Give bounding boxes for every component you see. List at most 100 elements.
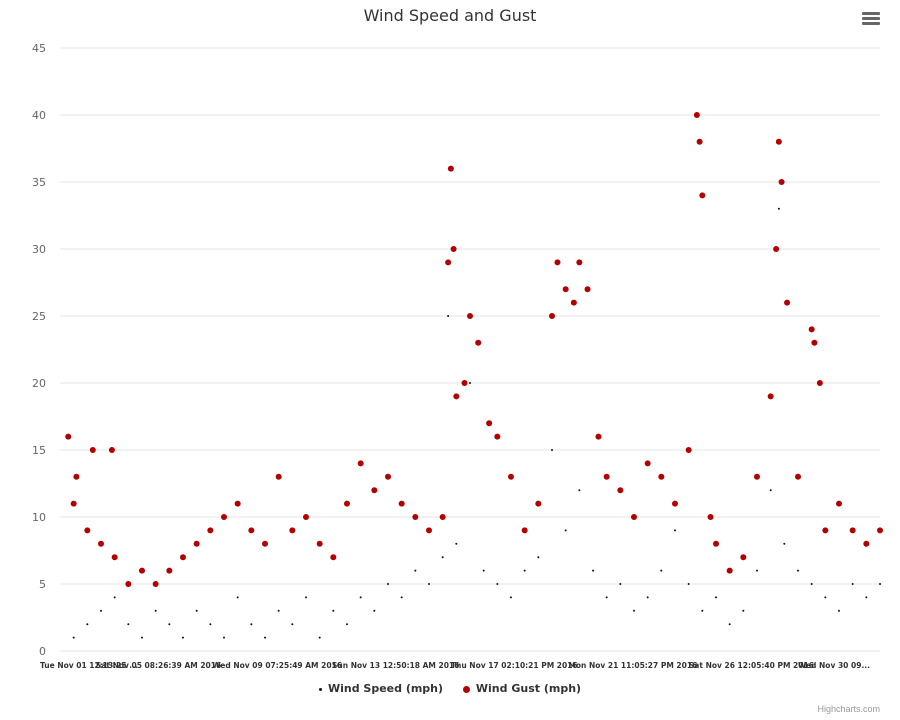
y-tick-label-7: 35 xyxy=(32,176,46,189)
point-gust-1 xyxy=(73,473,80,480)
x-tick-label-4: Thu Nov 17 02:10:21 PM 2016 xyxy=(451,661,578,670)
point-gust-54 xyxy=(644,460,651,467)
point-gust-62 xyxy=(713,540,719,547)
point-speed-1 xyxy=(86,623,89,626)
point-speed-21 xyxy=(359,596,362,599)
point-gust-35 xyxy=(453,393,460,400)
y-tick-label-3: 15 xyxy=(32,444,46,457)
point-gust-56 xyxy=(672,500,678,507)
point-speed-13 xyxy=(250,623,253,626)
point-speed-10 xyxy=(209,623,212,626)
point-speed-8 xyxy=(182,636,184,639)
legend-symbol-wind-gust xyxy=(462,685,470,693)
point-gust-48 xyxy=(576,259,583,266)
point-speed-4 xyxy=(127,623,130,626)
point-gust-39 xyxy=(486,420,493,427)
point-speed-25 xyxy=(414,569,417,572)
credits-link[interactable]: Highcharts.com xyxy=(817,704,880,714)
point-gust-71 xyxy=(795,473,801,480)
point-gust-2 xyxy=(89,447,96,453)
legend-item-wind-speed[interactable]: Wind Speed (mph) xyxy=(318,682,444,695)
legend-label-wind-speed: Wind Speed (mph) xyxy=(327,682,444,695)
point-speed-39 xyxy=(592,569,594,572)
point-speed-59 xyxy=(851,583,854,585)
point-gust-67 xyxy=(773,246,780,252)
point-gust-57 xyxy=(685,447,692,453)
hamburger-menu-icon[interactable] xyxy=(862,12,880,28)
point-speed-3 xyxy=(113,596,116,599)
point-speed-6 xyxy=(154,609,157,612)
point-gust-73 xyxy=(811,339,818,346)
legend: Wind Speed (mph) Wind Gust (mph) xyxy=(0,682,900,695)
y-tick-label-6: 30 xyxy=(32,243,46,256)
y-tick-label-1: 5 xyxy=(39,578,46,591)
point-gust-77 xyxy=(849,527,856,534)
point-speed-58 xyxy=(838,609,840,612)
point-gust-40 xyxy=(494,433,501,440)
point-gust-8 xyxy=(125,581,132,587)
point-gust-72 xyxy=(808,326,815,333)
point-gust-43 xyxy=(535,500,542,507)
legend-item-wind-gust[interactable]: Wind Gust (mph) xyxy=(462,682,581,695)
point-speed-47 xyxy=(701,609,704,612)
point-gust-12 xyxy=(180,554,186,561)
point-gust-17 xyxy=(248,527,255,534)
x-tick-label-2: Wed Nov 09 07:25:49 AM 2016 xyxy=(212,661,342,670)
point-gust-19 xyxy=(275,473,282,480)
point-speed-44 xyxy=(660,569,663,572)
point-speed-22 xyxy=(373,609,376,612)
point-gust-18 xyxy=(262,540,268,547)
y-tick-label-0: 0 xyxy=(39,645,46,658)
point-speed-9 xyxy=(195,609,198,612)
point-gust-36 xyxy=(461,380,468,386)
point-speed-20 xyxy=(346,623,348,626)
point-gust-30 xyxy=(426,527,432,534)
x-tick-label-3: Sun Nov 13 12:50:18 AM 2016 xyxy=(332,661,459,670)
point-speed-41 xyxy=(619,583,622,585)
point-gust-59 xyxy=(696,138,703,145)
point-gust-31 xyxy=(439,514,446,520)
point-speed-5 xyxy=(141,636,143,639)
point-speed-18 xyxy=(318,636,321,639)
point-gust-34 xyxy=(450,246,457,252)
point-gust-5 xyxy=(84,527,91,534)
point-gust-9 xyxy=(139,567,145,574)
point-gust-32 xyxy=(445,259,452,266)
point-speed-43 xyxy=(646,596,649,599)
x-tick-label-5: Mon Nov 21 11:05:27 PM 2016 xyxy=(568,661,697,670)
point-gust-25 xyxy=(357,460,364,467)
point-speed-46 xyxy=(687,583,690,585)
point-speed-56 xyxy=(810,583,813,585)
point-gust-79 xyxy=(877,527,883,534)
point-speed-55 xyxy=(797,569,799,572)
point-speed-16 xyxy=(291,623,294,626)
point-gust-27 xyxy=(385,473,391,480)
point-speed-2 xyxy=(100,609,102,612)
point-speed-53 xyxy=(777,207,780,210)
point-speed-48 xyxy=(715,596,717,599)
point-speed-54 xyxy=(783,542,786,545)
point-gust-70 xyxy=(784,299,791,306)
x-tick-label-6: Sat Nov 26 12:05:40 PM 2016 xyxy=(689,661,814,670)
point-gust-55 xyxy=(658,473,665,480)
point-speed-26 xyxy=(428,583,430,585)
y-tick-label-2: 10 xyxy=(32,511,46,524)
point-gust-42 xyxy=(521,527,528,534)
point-gust-60 xyxy=(699,192,706,199)
point-speed-15 xyxy=(277,609,280,612)
y-tick-label-5: 25 xyxy=(32,310,46,323)
point-speed-60 xyxy=(865,596,868,599)
legend-symbol-wind-speed xyxy=(318,687,322,691)
point-gust-38 xyxy=(475,339,482,346)
point-gust-24 xyxy=(344,500,350,507)
point-speed-37 xyxy=(564,529,567,532)
point-speed-42 xyxy=(633,609,635,612)
point-speed-35 xyxy=(537,556,540,559)
point-speed-51 xyxy=(756,569,758,572)
y-tick-label-4: 20 xyxy=(32,377,46,390)
point-gust-0 xyxy=(65,433,72,440)
point-speed-24 xyxy=(400,596,403,599)
point-gust-16 xyxy=(234,500,241,507)
point-gust-41 xyxy=(508,473,514,480)
